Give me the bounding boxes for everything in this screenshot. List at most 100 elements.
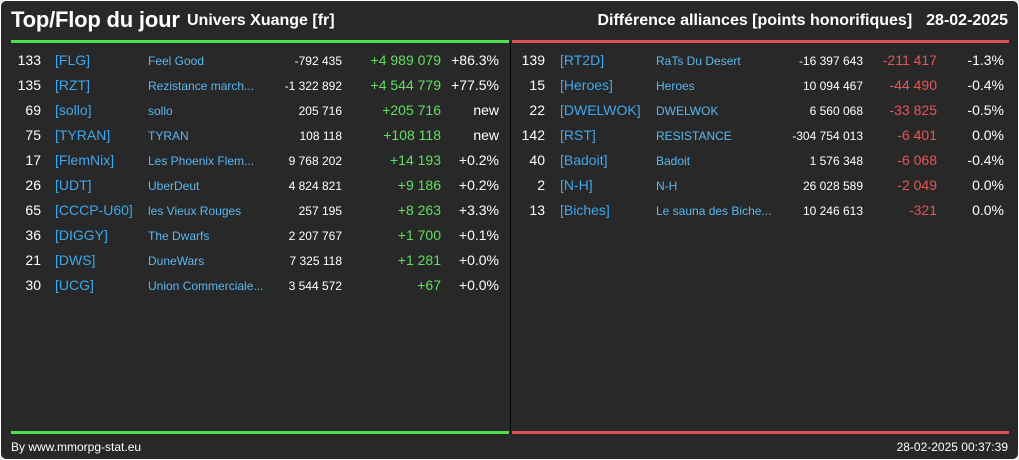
total-points-cell: 4 824 821 bbox=[288, 179, 342, 193]
percent-change-cell: +86.3% bbox=[451, 52, 499, 68]
alliance-tag-link[interactable]: [UDT] bbox=[55, 177, 92, 193]
alliance-name-link[interactable]: Feel Good bbox=[148, 54, 205, 68]
ranking-header: Différence alliances [points honorifique… bbox=[597, 12, 1008, 30]
rank-cell: 40 bbox=[529, 152, 545, 168]
percent-change-cell: +3.3% bbox=[458, 202, 499, 218]
rank-cell: 13 bbox=[529, 202, 545, 218]
percent-change-cell: new bbox=[473, 127, 499, 143]
alliance-name-link[interactable]: Rezistance march... bbox=[148, 79, 255, 93]
points-diff-cell: -33 825 bbox=[889, 102, 937, 118]
alliance-name-link[interactable]: RESISTANCE bbox=[656, 129, 732, 143]
points-diff-cell: -2 049 bbox=[897, 177, 937, 193]
alliance-tag-link[interactable]: [TYRAN] bbox=[55, 127, 111, 143]
top-footer-bar bbox=[11, 431, 509, 434]
alliance-name-link[interactable]: UberDeut bbox=[148, 179, 200, 193]
alliance-tag-link[interactable]: [DIGGY] bbox=[55, 227, 108, 243]
percent-change-cell: +0.2% bbox=[458, 177, 499, 193]
alliance-tag-link[interactable]: [N-H] bbox=[560, 177, 593, 193]
alliance-tag-link[interactable]: [RZT] bbox=[55, 77, 90, 93]
alliance-name-link[interactable]: Badoit bbox=[656, 154, 691, 168]
rank-cell: 75 bbox=[25, 127, 41, 143]
percent-change-cell: +0.1% bbox=[458, 227, 499, 243]
percent-change-cell: +0.0% bbox=[458, 252, 499, 268]
rank-cell: 65 bbox=[25, 202, 41, 218]
alliance-tag-link[interactable]: [UCG] bbox=[55, 277, 94, 293]
percent-change-cell: new bbox=[473, 102, 499, 118]
alliance-tag-link[interactable]: [DWS] bbox=[55, 252, 96, 268]
percent-change-cell: +77.5% bbox=[451, 77, 499, 93]
alliance-name-link[interactable]: les Vieux Rouges bbox=[148, 204, 242, 218]
points-diff-cell: -6 068 bbox=[897, 152, 937, 168]
header-date: 28-02-2025 bbox=[926, 12, 1008, 29]
alliance-name-link[interactable]: Le sauna des Biche... bbox=[656, 204, 772, 218]
total-points-cell: 6 560 068 bbox=[809, 104, 863, 118]
points-diff-cell: -321 bbox=[908, 202, 937, 218]
total-points-cell: 7 325 118 bbox=[289, 254, 343, 268]
alliance-tag-link[interactable]: [CCCP-U60] bbox=[55, 202, 133, 218]
rank-cell: 69 bbox=[25, 102, 41, 118]
points-diff-cell: +4 989 079 bbox=[370, 52, 441, 68]
points-diff-cell: +1 281 bbox=[397, 252, 441, 268]
total-points-cell: -16 397 643 bbox=[798, 54, 863, 68]
alliance-name-link[interactable]: TYRAN bbox=[148, 129, 189, 143]
rank-cell: 135 bbox=[17, 77, 41, 93]
percent-change-cell: 0.0% bbox=[972, 127, 1004, 143]
rank-cell: 36 bbox=[25, 227, 41, 243]
alliance-name-link[interactable]: Les Phoenix Flem... bbox=[148, 154, 255, 168]
rank-cell: 142 bbox=[521, 127, 545, 143]
column-divider bbox=[510, 41, 511, 434]
percent-change-cell: -1.3% bbox=[967, 52, 1004, 68]
points-diff-cell: +9 186 bbox=[397, 177, 441, 193]
page-title: Top/Flop du jour bbox=[11, 7, 180, 32]
points-diff-cell: +14 193 bbox=[390, 152, 441, 168]
top-header-bar bbox=[11, 40, 509, 43]
universe-label: Univers Xuange [fr] bbox=[187, 12, 335, 29]
ranking-label: Différence alliances [points honorifique… bbox=[597, 12, 913, 29]
flop-footer-bar bbox=[512, 431, 1009, 434]
rank-cell: 2 bbox=[537, 177, 545, 193]
percent-change-cell: +0.0% bbox=[458, 277, 499, 293]
points-diff-cell: +67 bbox=[417, 277, 441, 293]
rank-cell: 26 bbox=[25, 177, 41, 193]
alliance-tag-link[interactable]: [FLG] bbox=[55, 52, 91, 68]
alliance-tag-link[interactable]: [Heroes] bbox=[560, 77, 613, 93]
alliance-tag-link[interactable]: [sollo] bbox=[55, 102, 92, 118]
alliance-name-link[interactable]: Union Commerciale... bbox=[148, 279, 264, 293]
rank-cell: 133 bbox=[17, 52, 41, 68]
alliance-name-link[interactable]: sollo bbox=[148, 104, 173, 118]
total-points-cell: 2 207 767 bbox=[288, 229, 342, 243]
alliance-tag-link[interactable]: [RT2D] bbox=[560, 52, 605, 68]
alliance-name-link[interactable]: DuneWars bbox=[148, 254, 205, 268]
total-points-cell: 257 195 bbox=[298, 204, 342, 218]
points-diff-cell: +205 716 bbox=[382, 102, 441, 118]
site-credit: By www.mmorpg-stat.eu bbox=[11, 440, 142, 454]
alliance-name-link[interactable]: N-H bbox=[656, 179, 678, 193]
total-points-cell: 3 544 572 bbox=[288, 279, 342, 293]
title-bar: Top/Flop du jour Univers Xuange [fr] Dif… bbox=[11, 7, 1008, 37]
total-points-cell: 205 716 bbox=[298, 104, 342, 118]
percent-change-cell: -0.4% bbox=[967, 152, 1004, 168]
points-diff-cell: +4 544 779 bbox=[370, 77, 441, 93]
rank-cell: 15 bbox=[529, 77, 545, 93]
footer-timestamp: 28-02-2025 00:37:39 bbox=[896, 440, 1008, 454]
alliance-name-link[interactable]: The Dwarfs bbox=[148, 229, 210, 243]
points-diff-cell: -211 417 bbox=[882, 52, 937, 68]
total-points-cell: 10 246 613 bbox=[802, 204, 863, 218]
rank-cell: 139 bbox=[521, 52, 545, 68]
alliance-tag-link[interactable]: [Biches] bbox=[560, 202, 610, 218]
alliance-tag-link[interactable]: [DWELWOK] bbox=[560, 102, 641, 118]
alliance-tag-link[interactable]: [Badoit] bbox=[560, 152, 608, 168]
percent-change-cell: -0.5% bbox=[967, 102, 1004, 118]
rank-cell: 22 bbox=[529, 102, 545, 118]
total-points-cell: 10 094 467 bbox=[802, 79, 863, 93]
alliance-name-link[interactable]: RaTs Du Desert bbox=[656, 54, 741, 68]
alliance-tag-link[interactable]: [RST] bbox=[560, 127, 596, 143]
total-points-cell: 108 118 bbox=[299, 129, 343, 143]
alliance-name-link[interactable]: DWELWOK bbox=[656, 104, 719, 118]
points-diff-cell: -6 401 bbox=[897, 127, 937, 143]
alliance-name-link[interactable]: Heroes bbox=[656, 79, 695, 93]
total-points-cell: 26 028 589 bbox=[802, 179, 863, 193]
percent-change-cell: +0.2% bbox=[458, 152, 499, 168]
alliance-tag-link[interactable]: [FlemNix] bbox=[55, 152, 115, 168]
points-diff-cell: +108 118 bbox=[383, 127, 441, 143]
